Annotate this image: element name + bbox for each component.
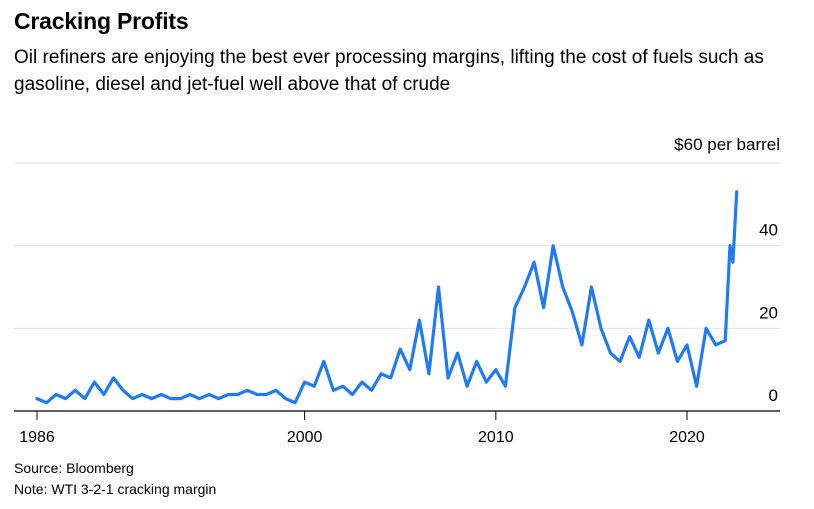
chart-subtitle: Oil refiners are enjoying the best ever … xyxy=(14,47,764,95)
y-tick-label-20: 20 xyxy=(759,303,778,322)
source-note: Source: Bloomberg xyxy=(14,460,134,476)
methodology-note: Note: WTI 3-2-1 cracking margin xyxy=(14,481,217,497)
y-tick-label-40: 40 xyxy=(759,221,778,240)
series-line-cracking-margin xyxy=(35,190,739,405)
y-tick-label-0: 0 xyxy=(769,386,778,405)
x-axis-ticks: 1986 2000 2010 2020 xyxy=(19,411,705,446)
line-chart: 0 20 40 $60 per barrel 1986 2000 2010 2020 xyxy=(14,135,780,446)
x-tick-label-1986: 1986 xyxy=(19,429,55,446)
x-tick-label-2020: 2020 xyxy=(669,429,705,446)
chart-title: Cracking Profits xyxy=(14,8,189,34)
y-axis-labels: 0 20 40 xyxy=(759,221,778,405)
x-tick-label-2000: 2000 xyxy=(287,429,323,446)
y-axis-unit-label: $60 per barrel xyxy=(674,135,780,154)
gridlines xyxy=(14,162,780,329)
x-tick-label-2010: 2010 xyxy=(478,429,514,446)
